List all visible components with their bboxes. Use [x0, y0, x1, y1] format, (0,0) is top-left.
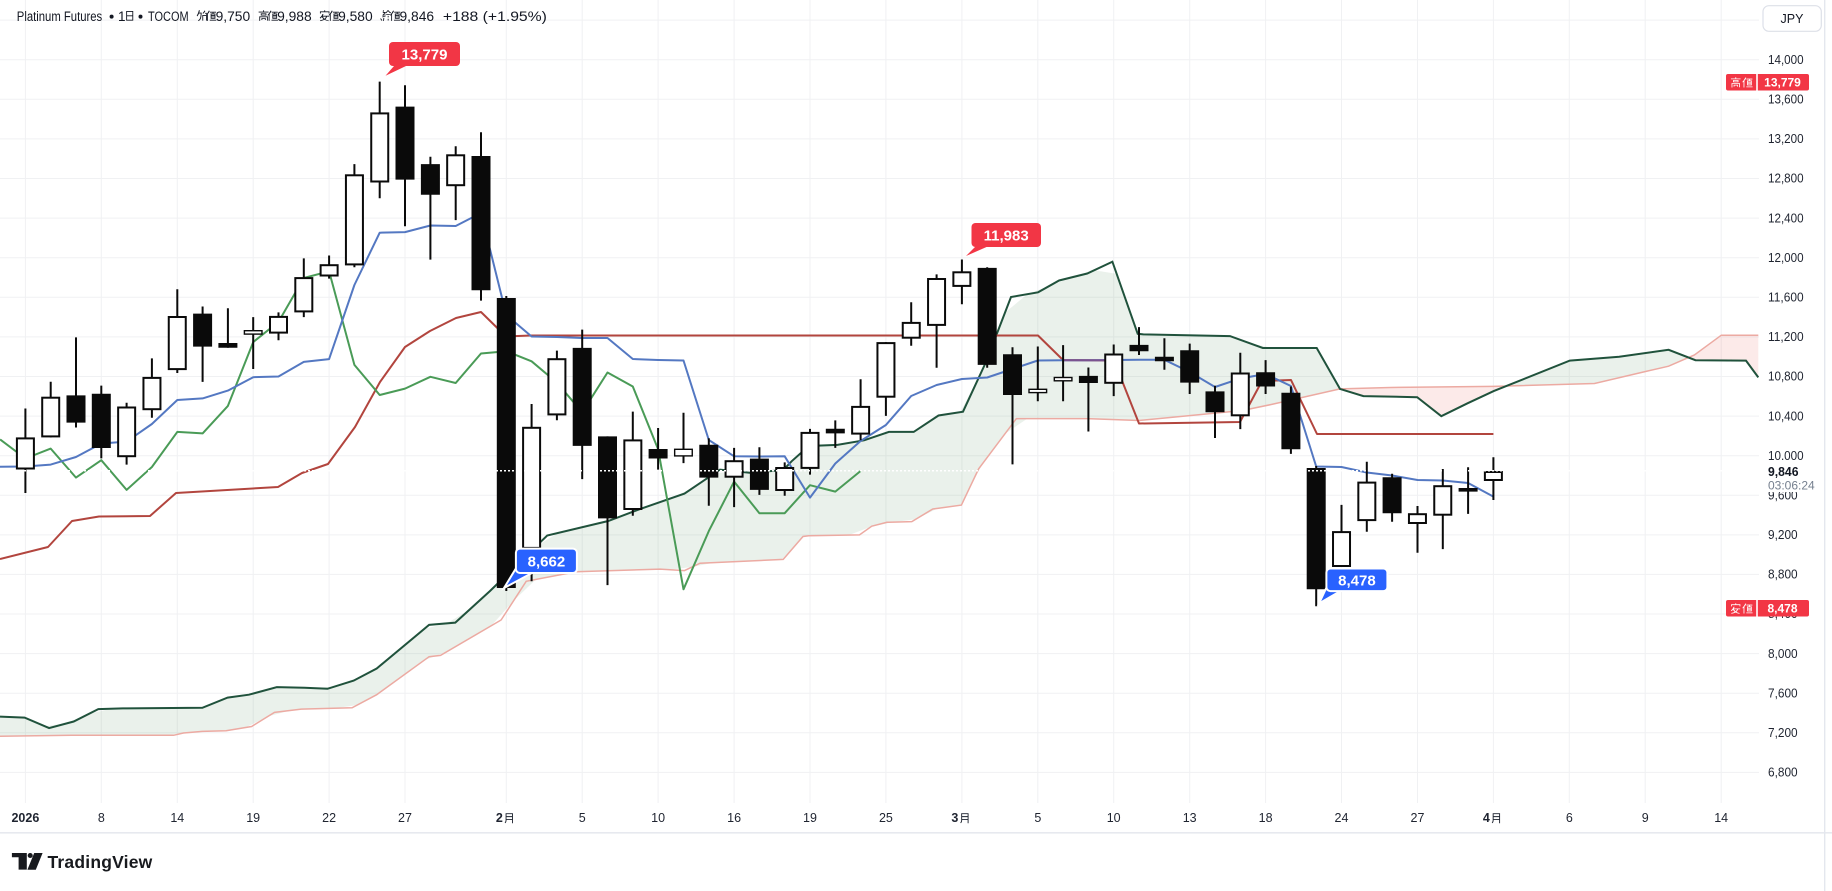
svg-text:12,800: 12,800	[1768, 172, 1804, 186]
svg-text:13,779: 13,779	[1764, 76, 1801, 90]
svg-text:7,200: 7,200	[1768, 726, 1798, 740]
svg-text:8,478: 8,478	[1338, 573, 1376, 590]
svg-text:9: 9	[1642, 811, 1649, 825]
svg-text:22: 22	[322, 811, 336, 825]
svg-text:8,000: 8,000	[1768, 647, 1798, 661]
svg-text:10,000: 10,000	[1768, 449, 1804, 463]
svg-text:6,800: 6,800	[1768, 766, 1798, 780]
svg-text:5: 5	[579, 811, 586, 825]
svg-text:10: 10	[651, 811, 665, 825]
svg-text:+188 (+1.95%): +188 (+1.95%)	[443, 9, 547, 24]
svg-text:9,846: 9,846	[1768, 464, 1799, 479]
svg-text:TradingView: TradingView	[48, 852, 153, 872]
svg-text:19: 19	[246, 811, 260, 825]
svg-text:16: 16	[727, 811, 741, 825]
svg-text:13,779: 13,779	[402, 47, 448, 64]
svg-text:25: 25	[879, 811, 893, 825]
svg-text:9,750: 9,750	[216, 9, 251, 24]
svg-text:11,200: 11,200	[1768, 330, 1804, 344]
svg-text:9,200: 9,200	[1768, 528, 1798, 542]
svg-text:8: 8	[98, 811, 105, 825]
svg-text:18: 18	[1259, 811, 1273, 825]
svg-text:9,580: 9,580	[338, 9, 373, 24]
svg-text:12,400: 12,400	[1768, 211, 1804, 225]
svg-text:27: 27	[1411, 811, 1425, 825]
svg-text:19: 19	[803, 811, 817, 825]
svg-text:14: 14	[1714, 811, 1728, 825]
svg-text:9,846: 9,846	[400, 9, 435, 24]
svg-text:JPY: JPY	[1781, 12, 1805, 26]
svg-text:2: 2	[496, 811, 503, 825]
svg-text:27: 27	[398, 811, 412, 825]
svg-text:12,000: 12,000	[1768, 251, 1804, 265]
svg-text:8,662: 8,662	[528, 553, 566, 570]
svg-text:13,600: 13,600	[1768, 93, 1804, 107]
svg-text:7,600: 7,600	[1768, 686, 1798, 700]
svg-text:8,478: 8,478	[1767, 602, 1797, 616]
svg-text:2026: 2026	[11, 811, 39, 825]
svg-text:03:06:24: 03:06:24	[1768, 479, 1815, 493]
svg-text:10,400: 10,400	[1768, 409, 1804, 423]
svg-text:9,988: 9,988	[277, 9, 312, 24]
svg-text:13,200: 13,200	[1768, 132, 1804, 146]
svg-text:24: 24	[1335, 811, 1349, 825]
svg-text:4: 4	[1483, 811, 1490, 825]
svg-text:3: 3	[951, 811, 958, 825]
svg-text:TOCOM: TOCOM	[148, 9, 189, 24]
svg-text:Platinum Futures: Platinum Futures	[17, 9, 103, 24]
svg-text:14,000: 14,000	[1768, 53, 1804, 67]
svg-text:5: 5	[1034, 811, 1041, 825]
svg-text:11,600: 11,600	[1768, 291, 1804, 305]
svg-text:14: 14	[170, 811, 184, 825]
svg-text:10,800: 10,800	[1768, 370, 1804, 384]
svg-text:8,800: 8,800	[1768, 568, 1798, 582]
svg-text:11,983: 11,983	[984, 228, 1029, 245]
svg-text:6: 6	[1566, 811, 1573, 825]
svg-text:1: 1	[118, 9, 126, 24]
svg-text:13: 13	[1183, 811, 1197, 825]
svg-text:10: 10	[1107, 811, 1121, 825]
